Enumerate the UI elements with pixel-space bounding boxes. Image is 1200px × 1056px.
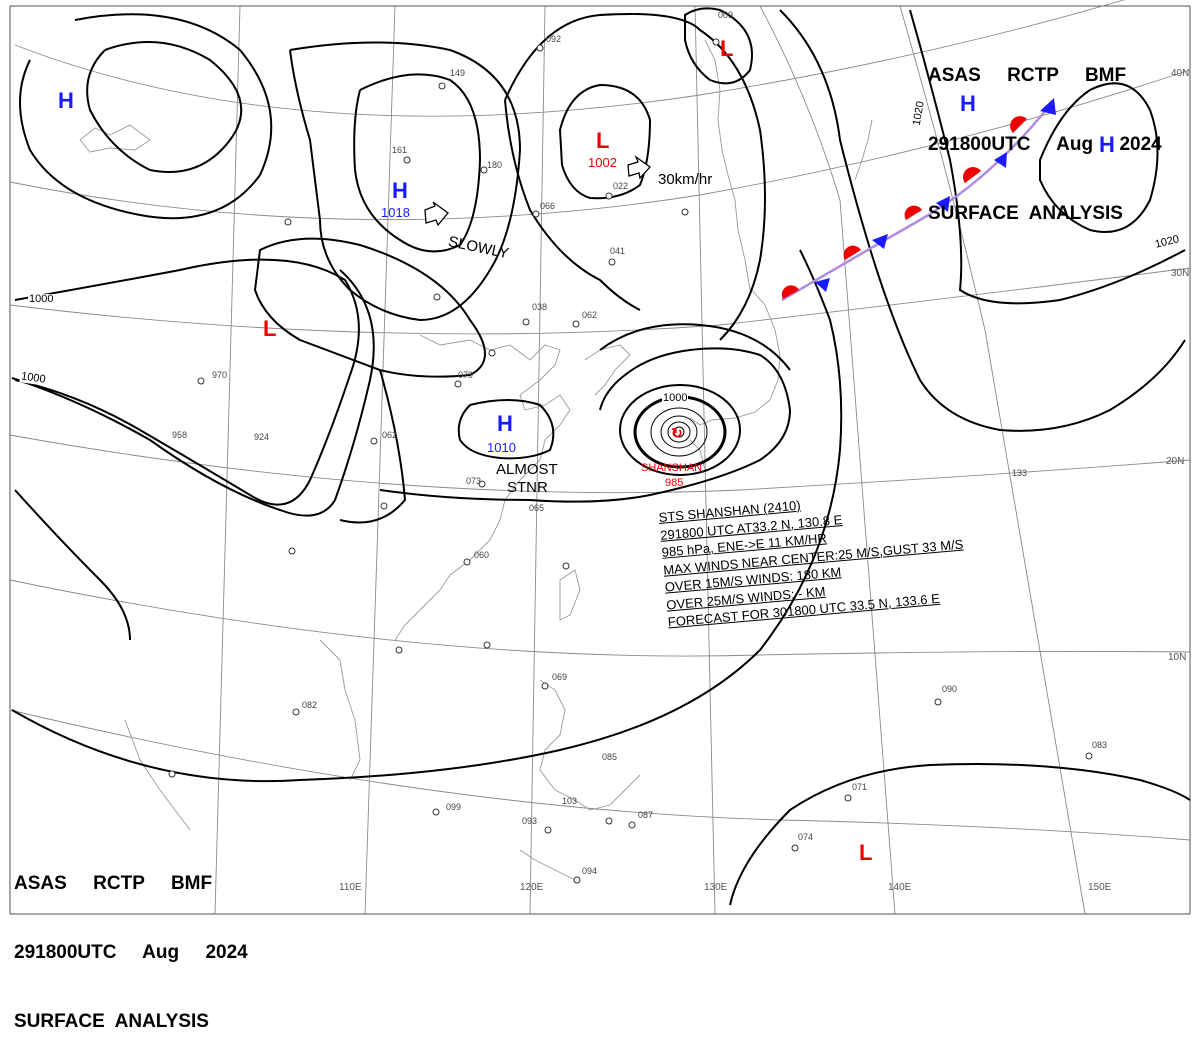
map-frame [9, 5, 1191, 915]
high-value-mongolia: 1018 [381, 205, 410, 220]
typhoon-pressure-label: 985 [665, 477, 684, 489]
isobar-label-west-upper: 1000 [28, 293, 55, 305]
low-center-tibet: L [263, 316, 277, 341]
low-center-far-north: L [720, 36, 734, 61]
station-reading: 065 [529, 503, 545, 513]
header-bottom: ASAS RCTP BMF 291800UTC Aug 2024 SURFACE… [14, 826, 248, 1056]
isobars [11, 7, 1191, 906]
latitude-label-40n: 40N [1171, 68, 1190, 79]
station-reading: 958 [172, 430, 188, 440]
front-cold-triangle [1040, 98, 1056, 115]
station-reading: 094 [582, 866, 598, 876]
station-reading: 074 [798, 832, 814, 842]
station-reading: 062 [582, 310, 598, 320]
station-reading: 149 [450, 68, 466, 78]
surface-analysis-map [9, 0, 1191, 915]
station-reading: 083 [1092, 740, 1108, 750]
motion-arrows [424, 155, 651, 227]
high-center-far-ne: H [1099, 132, 1115, 157]
header-top-line3: SURFACE ANALYSIS [928, 203, 1123, 224]
typhoon-symbol: ↻ [671, 425, 683, 441]
station-reading: 099 [446, 802, 462, 812]
high-center-central: H [497, 411, 513, 436]
station-reading: 085 [602, 752, 618, 762]
high-center-ne: H [960, 91, 976, 116]
station-reading: 161 [392, 145, 408, 155]
station-reading: 066 [540, 201, 556, 211]
station-reading: 133 [1012, 468, 1028, 478]
front-warm-lobe [781, 285, 799, 299]
header-top-line1: ASAS RCTP BMF [928, 65, 1127, 86]
station-reading: 082 [302, 700, 318, 710]
station-reading: 071 [852, 782, 868, 792]
header-top: ASAS RCTP BMF 291800UTC Aug 2024 SURFACE… [928, 18, 1162, 248]
low-center-pacific: L [859, 840, 873, 865]
longitude-label-110e: 110E [339, 882, 362, 893]
header-bottom-line1: ASAS RCTP BMF [14, 873, 213, 894]
station-reading: 970 [212, 370, 228, 380]
station-reading: 924 [254, 432, 270, 442]
station-reading: 093 [522, 816, 538, 826]
high-center-mongolia: H [392, 178, 408, 203]
station-reading: 103 [562, 796, 578, 806]
header-bottom-line3: SURFACE ANALYSIS [14, 1011, 209, 1032]
front-cold-triangle [815, 278, 830, 292]
stationary-front [781, 98, 1056, 302]
longitude-label-140e: 140E [888, 882, 912, 893]
coastlines [79, 39, 873, 881]
longitude-label-130e: 130E [704, 882, 728, 893]
front-warm-lobe [904, 205, 922, 220]
motion-arrow-north-low [627, 155, 651, 180]
longitude-label-120e: 120E [520, 882, 544, 893]
header-bottom-line2: 291800UTC Aug 2024 [14, 942, 248, 963]
front-cold-triangle [872, 234, 888, 249]
station-markers [168, 38, 1093, 884]
station-reading: 079 [458, 370, 474, 380]
station-reading: 062 [382, 430, 398, 440]
high-value-central: 1010 [487, 440, 516, 455]
latitude-label-10n: 10N [1168, 652, 1187, 663]
station-reading: 092 [546, 34, 562, 44]
front-warm-lobe [963, 167, 981, 183]
low-value-north: 1002 [588, 155, 617, 170]
typhoon-name-label: SHANSHAN [641, 462, 703, 474]
header-top-line2: 291800UTC Aug 2024 [928, 134, 1162, 155]
motion-note-stnr: STNR [507, 479, 548, 496]
station-reading: 038 [532, 302, 548, 312]
isobar-label-typhoon-outer: 1000 [662, 392, 689, 404]
front-cold-triangle [994, 152, 1007, 168]
latitude-label-20n: 20N [1166, 456, 1185, 467]
front-cold-triangle [936, 196, 950, 212]
front-warm-lobe [843, 245, 861, 260]
front-warm-lobe [1010, 116, 1027, 133]
motion-note-speed: 30km/hr [658, 171, 713, 188]
low-center-north: L [596, 128, 610, 153]
high-center-nw: H [58, 88, 74, 113]
station-reading: 022 [613, 181, 629, 191]
station-reading: 041 [610, 246, 626, 256]
motion-arrow-mongolia [424, 201, 449, 227]
station-reading: 090 [942, 684, 958, 694]
station-reading: 180 [487, 160, 503, 170]
station-reading: 073 [466, 476, 482, 486]
longitude-label-150e: 150E [1088, 882, 1112, 893]
motion-note-almost: ALMOST [496, 461, 558, 478]
station-reading: 069 [552, 672, 568, 682]
station-reading: 087 [638, 810, 654, 820]
latitude-label-30n: 30N [1171, 268, 1190, 279]
station-reading: 009 [718, 10, 734, 20]
station-reading: 060 [474, 550, 490, 560]
